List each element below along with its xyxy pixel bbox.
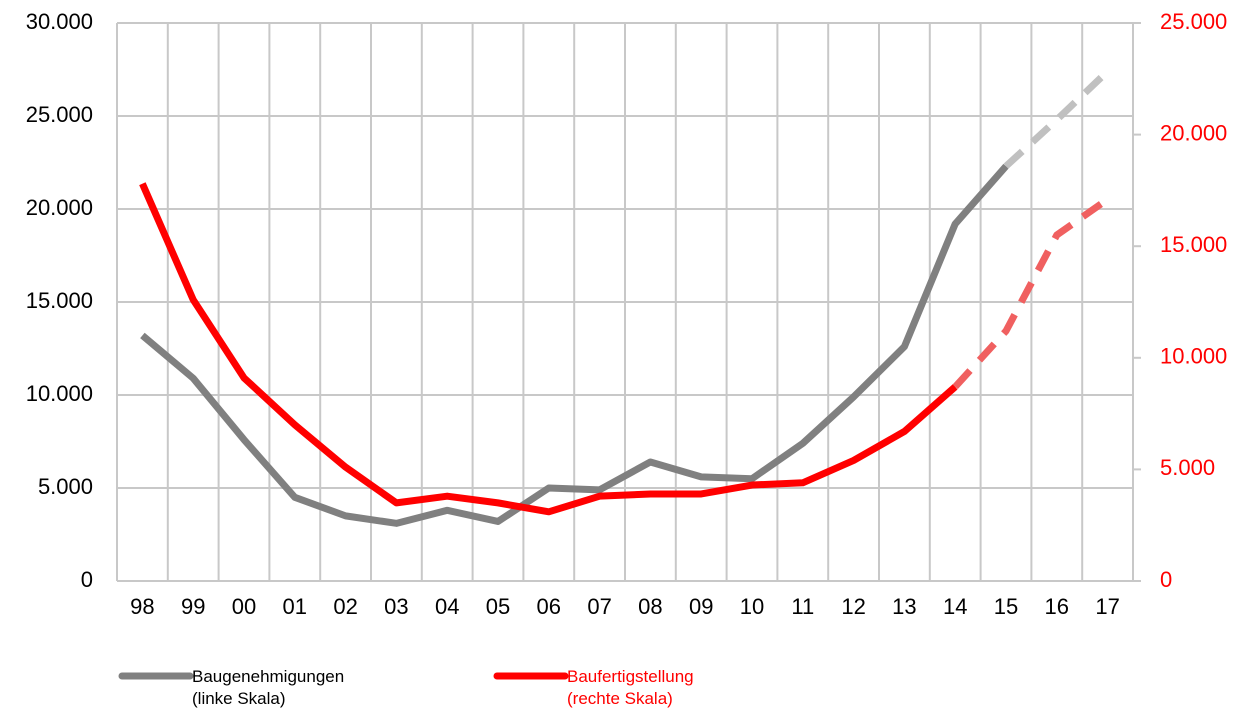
x-tick-label: 17 — [1095, 594, 1119, 619]
y2-tick-label: 25.000 — [1160, 9, 1227, 34]
x-tick-label: 14 — [943, 594, 967, 619]
y2-tick-label: 15.000 — [1160, 232, 1227, 257]
x-tick-label: 98 — [130, 594, 154, 619]
x-tick-label: 09 — [689, 594, 713, 619]
legend-label: Baufertigstellung (rechte Skala) — [567, 667, 694, 708]
y2-tick-label: 10.000 — [1160, 344, 1227, 369]
x-tick-label: 15 — [994, 594, 1018, 619]
y-tick-label: 0 — [81, 567, 93, 592]
series-line — [140, 163, 1009, 527]
x-tick-label: 12 — [841, 594, 865, 619]
series-line — [139, 182, 958, 516]
y-tick-label: 25.000 — [26, 102, 93, 127]
y-tick-label: 20.000 — [26, 195, 93, 220]
y2-tick-label: 5.000 — [1160, 455, 1215, 480]
x-tick-label: 16 — [1045, 594, 1069, 619]
x-tick-label: 11 — [791, 594, 814, 619]
y2-tick-label: 20.000 — [1160, 120, 1227, 145]
x-tick-label: 01 — [283, 594, 307, 619]
x-tick-label: 02 — [333, 594, 357, 619]
y-tick-label: 10.000 — [26, 381, 93, 406]
y-tick-label: 15.000 — [26, 288, 93, 313]
x-tick-label: 10 — [740, 594, 764, 619]
legend-label: Baugenehmigungen (linke Skala) — [192, 667, 345, 708]
y-tick-label: 5.000 — [38, 474, 93, 499]
x-tick-label: 08 — [638, 594, 662, 619]
x-tick-label: 06 — [537, 594, 561, 619]
x-tick-label: 99 — [181, 594, 205, 619]
x-tick-label: 04 — [435, 594, 459, 619]
x-tick-label: 00 — [232, 594, 256, 619]
x-tick-label: 05 — [486, 594, 510, 619]
projected-line — [952, 196, 1110, 390]
projected-line — [1003, 68, 1111, 169]
y2-tick-label: 0 — [1160, 567, 1172, 592]
x-tick-label: 07 — [587, 594, 611, 619]
x-tick-label: 03 — [384, 594, 408, 619]
y-tick-label: 30.000 — [26, 9, 93, 34]
x-tick-label: 13 — [892, 594, 916, 619]
